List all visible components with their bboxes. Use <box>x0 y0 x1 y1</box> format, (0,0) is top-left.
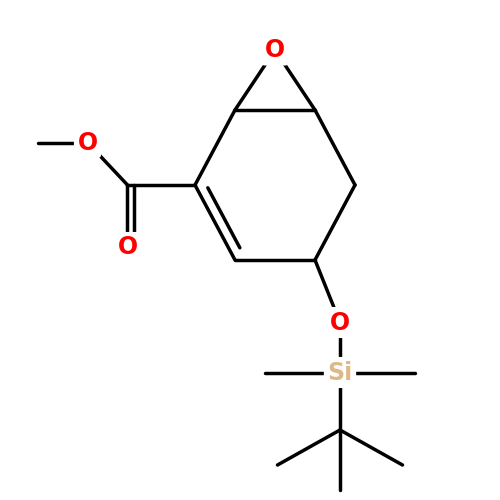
Text: O: O <box>78 130 98 154</box>
Text: Si: Si <box>328 360 352 384</box>
Text: O: O <box>265 38 285 62</box>
Text: O: O <box>118 236 138 260</box>
Text: O: O <box>330 310 350 334</box>
